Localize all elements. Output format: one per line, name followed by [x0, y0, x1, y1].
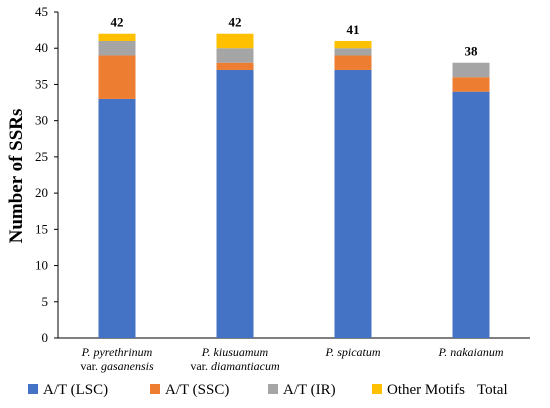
total-label: 42: [229, 15, 242, 30]
legend-label: A/T (IR): [283, 382, 336, 398]
y-tick-label: 5: [42, 294, 49, 309]
y-tick-label: 30: [35, 113, 48, 128]
category-variety-name: diamantiacum: [211, 359, 280, 373]
legend-label: Other Motifs: [387, 382, 465, 398]
bar-segment: [216, 69, 254, 338]
total-label: 38: [465, 44, 479, 59]
legend-swatch: [372, 384, 382, 394]
legend-swatch: [268, 384, 278, 394]
legend: A/T (LSC) A/T (SSC) A/T (IR) Other Motifs To…: [28, 382, 508, 398]
bar-segment: [98, 40, 136, 56]
bar-segment: [98, 55, 136, 99]
bars: [98, 33, 490, 338]
y-tick-label: 10: [35, 258, 48, 273]
y-tick-label: 20: [35, 185, 48, 200]
category-label: P. kiusuamum: [201, 345, 269, 359]
bar-segment: [452, 91, 490, 338]
bar-segment: [216, 62, 254, 70]
category-label-line2: var. gasanensis: [80, 359, 154, 373]
legend-label: A/T (SSC): [165, 382, 229, 398]
bar-segment: [334, 40, 372, 49]
bar-segment: [98, 98, 136, 338]
category-label: P. pyrethrinum: [81, 345, 153, 359]
y-tick-label: 45: [35, 4, 48, 19]
legend-label-total: Total: [477, 382, 508, 398]
legend-swatch: [28, 384, 38, 394]
category-label-line2: var. diamantiacum: [190, 359, 280, 373]
y-tick-label: 0: [42, 330, 49, 345]
category-label: P. spicatum: [324, 345, 380, 359]
bar-segment: [452, 77, 490, 92]
category-variety-name: gasanensis: [101, 359, 154, 373]
bar-segment: [334, 48, 372, 56]
bar-segment: [452, 62, 490, 78]
y-tick-label: 35: [35, 76, 48, 91]
y-axis-title: Number of SSRs: [6, 109, 27, 244]
y-tick-label: 40: [35, 40, 48, 55]
bar-segment: [334, 69, 372, 338]
bar-segment: [216, 33, 254, 49]
y-axis: 0 5 10 15 20 25 30 35 40 45: [35, 4, 530, 345]
y-tick-label: 15: [35, 221, 48, 236]
category-label: P. nakaianum: [437, 345, 503, 359]
category-variety-prefix: var.: [80, 359, 101, 373]
total-label: 42: [111, 15, 124, 30]
legend-swatch: [150, 384, 160, 394]
legend-label: A/T (LSC): [43, 382, 108, 398]
bar-segment: [334, 55, 372, 70]
total-label: 41: [347, 22, 360, 37]
total-labels: 42 42 41 38: [111, 15, 479, 59]
category-variety-prefix: var.: [190, 359, 211, 373]
bar-segment: [98, 33, 136, 41]
y-tick-label: 25: [35, 149, 48, 164]
bar-segment: [216, 48, 254, 63]
